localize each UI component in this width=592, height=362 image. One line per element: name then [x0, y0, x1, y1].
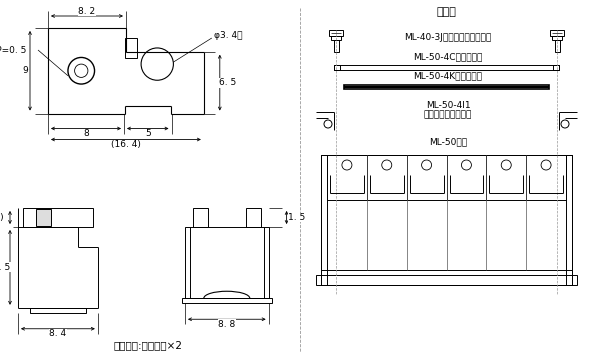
Text: (2): (2)	[0, 213, 4, 222]
Bar	[334, 40, 339, 52]
Bar	[555, 40, 560, 52]
Bar	[566, 155, 572, 285]
Text: 必要個数:本体本数×2: 必要個数:本体本数×2	[114, 340, 182, 350]
Text: 8. 4: 8. 4	[49, 329, 66, 338]
Text: 8. 5: 8. 5	[0, 263, 11, 272]
Bar	[193, 208, 208, 227]
Bar	[344, 85, 549, 89]
Bar	[553, 65, 559, 70]
Bar	[446, 155, 487, 200]
Bar	[526, 155, 566, 200]
Text: 9: 9	[22, 66, 28, 75]
Bar	[367, 155, 407, 200]
Bar	[36, 209, 51, 226]
Bar	[552, 36, 562, 40]
Text: ML-50-4K（記名板）: ML-50-4K（記名板）	[413, 72, 482, 80]
Bar	[30, 308, 86, 313]
Bar	[321, 155, 327, 285]
Text: 8. 2: 8. 2	[78, 7, 95, 16]
Bar	[329, 30, 343, 36]
Text: 8: 8	[83, 129, 89, 138]
Bar	[550, 30, 564, 36]
Text: M3,P=0. 5: M3,P=0. 5	[0, 46, 26, 55]
Bar	[327, 155, 367, 200]
Text: ML-50-4I1: ML-50-4I1	[426, 101, 470, 109]
Bar	[331, 36, 341, 40]
Text: （カバー取付金具）: （カバー取付金具）	[424, 110, 472, 119]
Bar	[125, 38, 137, 58]
Text: (16. 4): (16. 4)	[111, 140, 141, 149]
Bar	[23, 208, 93, 227]
Bar	[246, 208, 260, 227]
Bar	[334, 65, 340, 70]
Bar	[334, 65, 559, 70]
Text: 使用例: 使用例	[436, 7, 456, 17]
Bar	[407, 155, 446, 200]
Bar	[316, 275, 577, 285]
Text: ML-50本体: ML-50本体	[429, 138, 467, 147]
Text: 6. 5: 6. 5	[219, 78, 236, 87]
Bar	[321, 155, 572, 285]
Bar	[321, 270, 572, 285]
Text: 8. 8: 8. 8	[218, 320, 236, 329]
Text: ML-50-4C（カバー）: ML-50-4C（カバー）	[413, 52, 482, 62]
Text: 1. 5: 1. 5	[288, 213, 305, 222]
Bar	[182, 298, 272, 303]
Bar	[185, 227, 269, 298]
Text: φ3. 4孔: φ3. 4孔	[214, 31, 242, 41]
Bar	[487, 155, 526, 200]
Text: ML-40-3J（カバー取付ネジ）: ML-40-3J（カバー取付ネジ）	[404, 34, 491, 42]
Text: 5: 5	[145, 129, 150, 138]
